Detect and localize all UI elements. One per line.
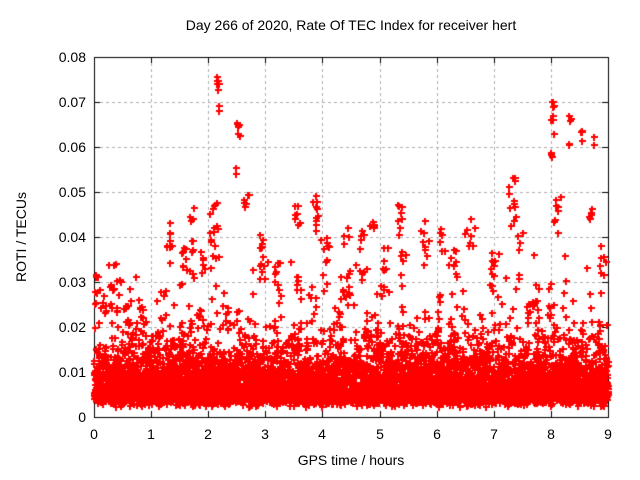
- x-tick-label: 9: [604, 426, 612, 442]
- y-tick-label: 0: [78, 409, 86, 425]
- x-tick-label: 1: [147, 426, 155, 442]
- x-tick-label: 0: [90, 426, 98, 442]
- x-axis-label: GPS time / hours: [297, 452, 405, 468]
- chart-title: Day 266 of 2020, Rate Of TEC Index for r…: [185, 17, 517, 33]
- y-tick-label: 0.08: [58, 49, 86, 65]
- y-tick-label: 0.05: [58, 184, 86, 200]
- y-tick-label: 0.06: [58, 139, 86, 155]
- x-tick-label: 3: [261, 426, 269, 442]
- y-tick-label: 0.02: [58, 319, 86, 335]
- y-tick-label: 0.03: [58, 274, 86, 290]
- y-tick-label: 0.01: [58, 364, 86, 380]
- x-tick-label: 8: [547, 426, 555, 442]
- y-tick-label: 0.04: [58, 229, 86, 245]
- x-tick-label: 2: [204, 426, 212, 442]
- x-tick-label: 4: [318, 426, 326, 442]
- x-tick-label: 7: [490, 426, 498, 442]
- x-tick-label: 5: [376, 426, 384, 442]
- x-tick-label: 6: [433, 426, 441, 442]
- y-tick-label: 0.07: [58, 94, 86, 110]
